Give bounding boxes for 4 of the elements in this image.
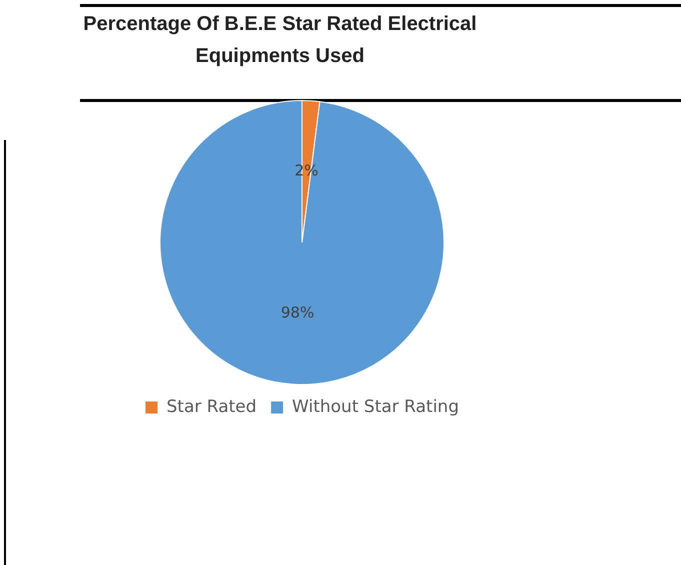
- legend-label: Without Star Rating: [292, 396, 459, 417]
- chart-title: Percentage Of B.E.E Star Rated Electrical Equipments Used: [82, 12, 478, 69]
- data-label: 98%: [280, 303, 314, 322]
- legend-label: Star Rated: [166, 396, 257, 417]
